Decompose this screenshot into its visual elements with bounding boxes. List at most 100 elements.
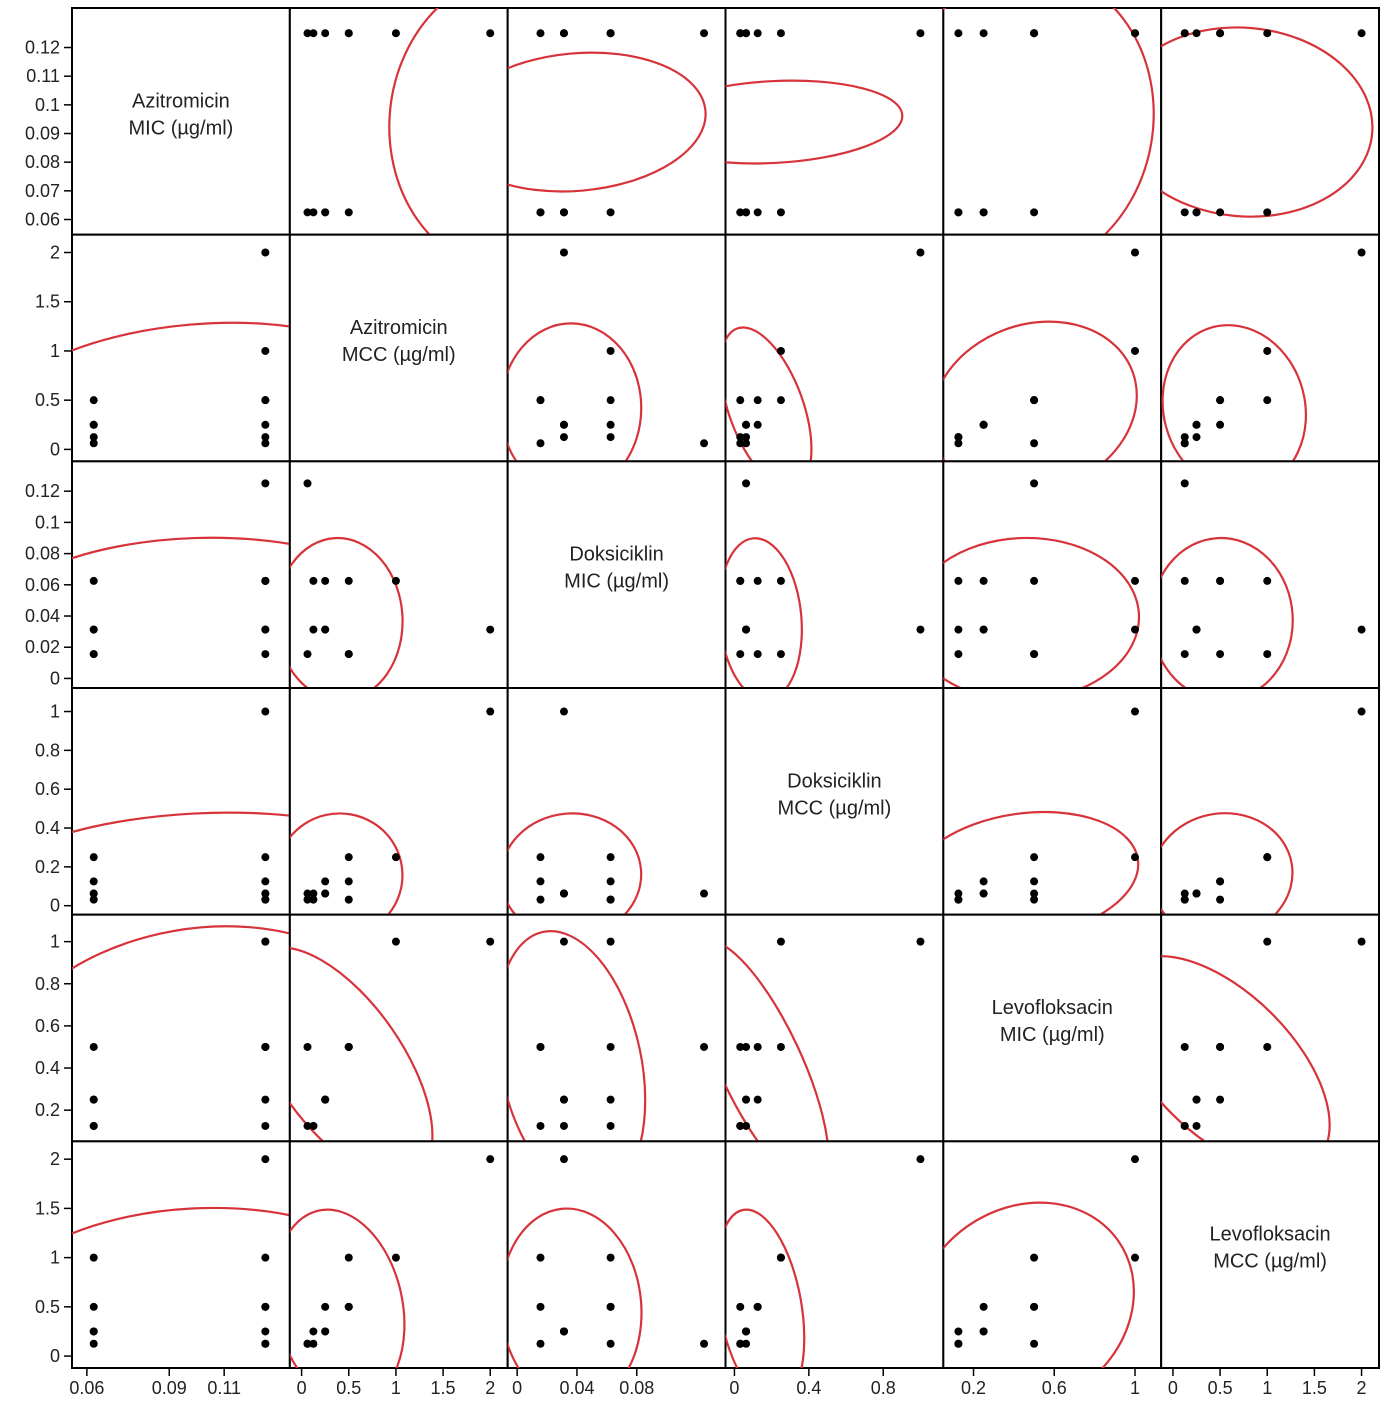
data-point	[1216, 396, 1224, 404]
cell-frame	[726, 915, 944, 1142]
data-point	[261, 877, 269, 885]
data-point	[1193, 29, 1201, 37]
data-point	[700, 890, 708, 898]
data-point	[607, 1043, 615, 1051]
x-tick-label: 1.5	[1302, 1378, 1327, 1398]
data-point	[536, 877, 544, 885]
diagonal-label: Doksiciklin	[569, 544, 663, 566]
data-point	[607, 1254, 615, 1262]
data-point	[560, 708, 568, 716]
data-point	[742, 1096, 750, 1104]
data-point	[1358, 29, 1366, 37]
data-point	[754, 1303, 762, 1311]
data-point	[309, 896, 317, 904]
data-point	[90, 1043, 98, 1051]
x-tick-label: 0	[297, 1378, 307, 1398]
x-tick-label: 0.11	[207, 1378, 241, 1398]
data-point	[607, 29, 615, 37]
cell-frame	[1161, 8, 1379, 235]
data-point	[536, 1122, 544, 1130]
data-point	[1131, 249, 1139, 257]
data-point	[560, 1096, 568, 1104]
data-point	[90, 1303, 98, 1311]
cell-frame	[1161, 915, 1379, 1142]
data-point	[777, 208, 785, 216]
data-point	[1131, 1155, 1139, 1163]
data-point	[754, 421, 762, 429]
data-point	[261, 1096, 269, 1104]
data-point	[700, 29, 708, 37]
cell-frame	[72, 915, 290, 1142]
data-point	[90, 1327, 98, 1335]
data-point	[1216, 208, 1224, 216]
data-point	[742, 1327, 750, 1335]
data-point	[261, 708, 269, 716]
data-point	[1131, 708, 1139, 716]
data-point	[1131, 626, 1139, 634]
cell-r3-c5	[1142, 688, 1379, 949]
y-tick-label: 1.5	[35, 292, 60, 312]
cell-frame	[943, 8, 1161, 235]
cell-frame	[943, 235, 1161, 462]
data-point	[954, 896, 962, 904]
data-point	[90, 1096, 98, 1104]
data-point	[321, 577, 329, 585]
y-tick-label: 0.11	[26, 66, 60, 86]
data-point	[742, 1340, 750, 1348]
data-point	[980, 1327, 988, 1335]
y-tick-label: 0.02	[25, 637, 60, 657]
data-point	[1193, 1122, 1201, 1130]
data-point	[486, 29, 494, 37]
y-tick-label: 0.1	[35, 95, 60, 115]
y-tick-label: 0.6	[35, 779, 60, 799]
data-point	[980, 421, 988, 429]
data-point	[90, 626, 98, 634]
data-point	[980, 626, 988, 634]
y-tick-label: 0.12	[25, 38, 60, 58]
data-point	[261, 626, 269, 634]
data-point	[916, 938, 924, 946]
data-point	[261, 577, 269, 585]
cell-frame	[290, 8, 508, 235]
data-point	[309, 1122, 317, 1130]
data-point	[754, 29, 762, 37]
data-point	[560, 433, 568, 441]
data-point	[1181, 208, 1189, 216]
data-point	[1216, 1096, 1224, 1104]
data-point	[1358, 938, 1366, 946]
data-point	[1263, 347, 1271, 355]
y-tick-label: 0.2	[35, 1100, 60, 1120]
cell-r2-c3	[713, 461, 944, 703]
data-point	[486, 626, 494, 634]
data-point	[261, 1303, 269, 1311]
data-point	[700, 439, 708, 447]
data-point	[486, 938, 494, 946]
data-point	[486, 708, 494, 716]
data-point	[536, 208, 544, 216]
y-tick-label: 2	[50, 1149, 60, 1169]
data-point	[261, 1340, 269, 1348]
data-point	[321, 29, 329, 37]
data-point	[736, 650, 744, 658]
data-point	[536, 396, 544, 404]
data-point	[1030, 853, 1038, 861]
data-point	[560, 1155, 568, 1163]
data-point	[1181, 1043, 1189, 1051]
data-point	[261, 249, 269, 257]
x-tick-label: 0.2	[961, 1378, 986, 1398]
cell-frame	[943, 688, 1161, 915]
data-point	[345, 208, 353, 216]
data-point	[607, 1303, 615, 1311]
y-tick-label: 0.4	[35, 818, 60, 838]
cell-frame	[72, 235, 290, 462]
data-point	[261, 347, 269, 355]
data-point	[345, 1043, 353, 1051]
data-point	[1358, 626, 1366, 634]
data-point	[90, 396, 98, 404]
data-point	[261, 650, 269, 658]
data-point	[954, 1340, 962, 1348]
data-point	[742, 421, 750, 429]
x-tick-label: 0.04	[559, 1378, 594, 1398]
cell-frame	[726, 1141, 944, 1368]
data-point	[1181, 1122, 1189, 1130]
